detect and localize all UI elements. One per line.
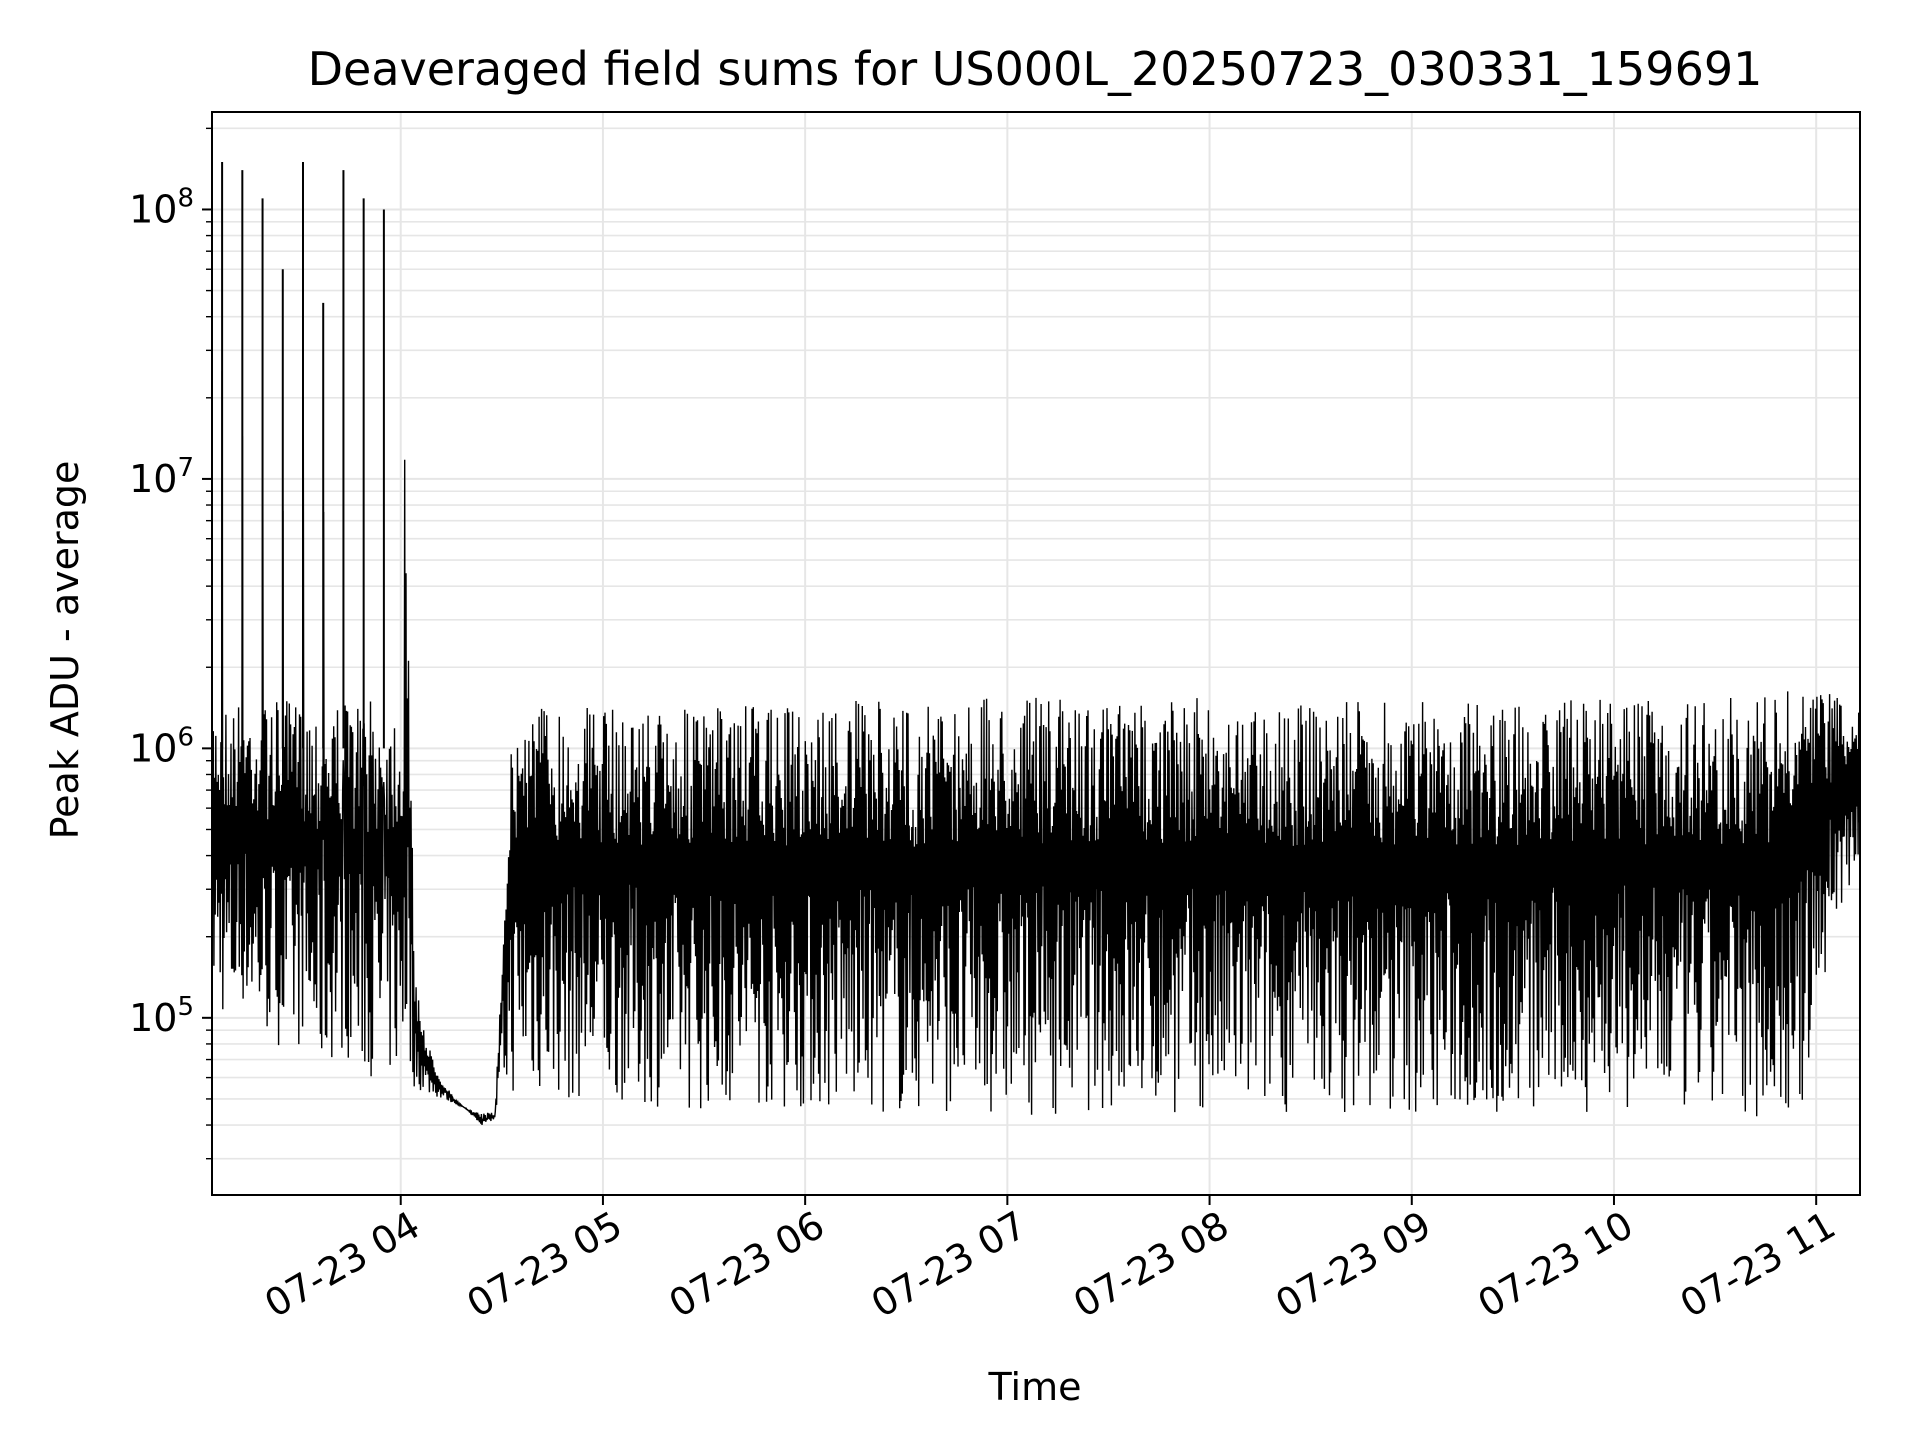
y-tick-base: 10 <box>129 996 177 1040</box>
y-tick-exponent: 6 <box>177 722 194 752</box>
y-tick-exponent: 5 <box>177 992 194 1022</box>
y-tick-label: 105 <box>129 992 194 1040</box>
plot-area <box>211 162 1861 1125</box>
y-tick-label: 108 <box>129 183 194 231</box>
x-axis-title: Time <box>988 1365 1082 1409</box>
y-tick-base: 10 <box>129 457 177 501</box>
plot-frame <box>211 111 1861 1196</box>
y-axis-title: Peak ADU - average <box>43 461 87 840</box>
y-tick-label: 106 <box>129 722 194 770</box>
series-line <box>211 371 1861 1125</box>
y-tick-base: 10 <box>129 187 177 231</box>
y-tick-exponent: 8 <box>177 183 194 213</box>
chart-title: Deaveraged field sums for US000L_2025072… <box>308 42 1763 96</box>
y-tick-base: 10 <box>129 726 177 770</box>
y-tick-label: 107 <box>129 453 194 501</box>
y-tick-exponent: 7 <box>177 453 194 483</box>
